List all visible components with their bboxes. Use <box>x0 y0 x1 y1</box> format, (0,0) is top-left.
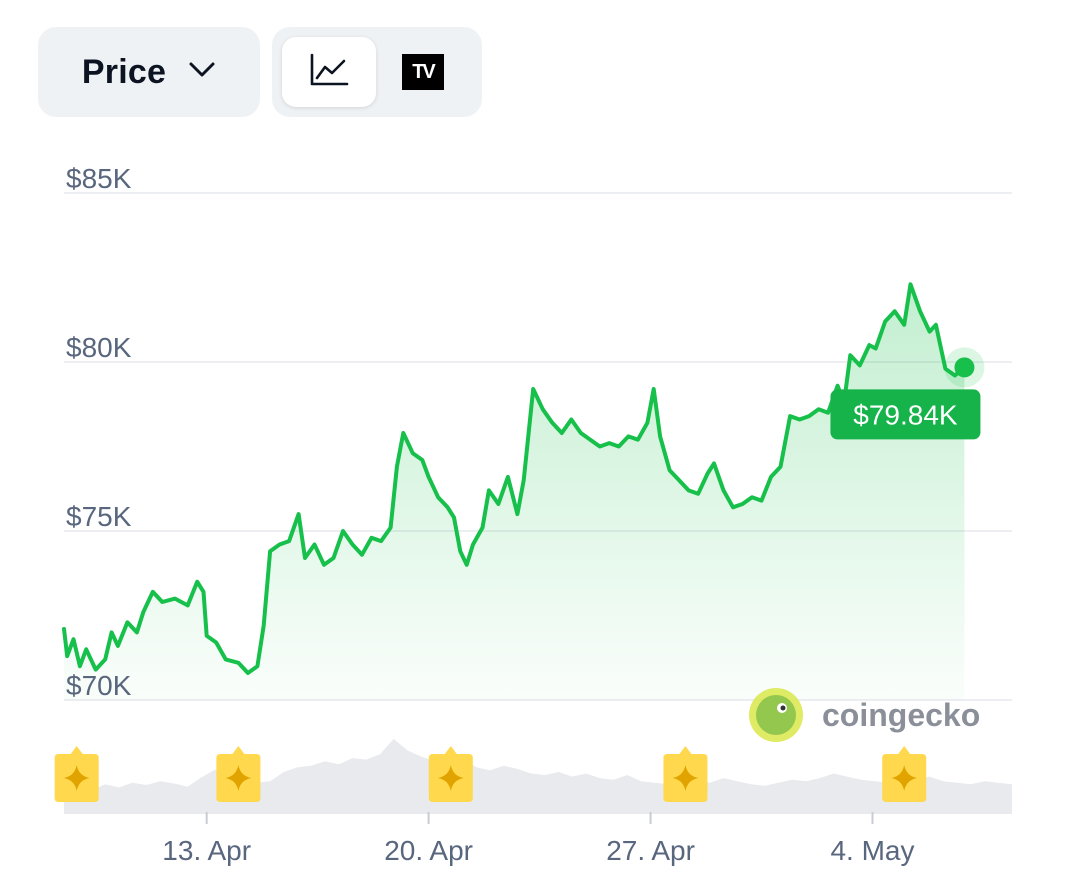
x-tick-label: 27. Apr <box>606 835 695 866</box>
brand-name: coingecko <box>822 697 980 733</box>
line-chart-icon <box>309 53 349 92</box>
x-tick-label: 13. Apr <box>162 835 251 866</box>
chart-toolbar: Price TV <box>38 27 482 117</box>
line-chart-button[interactable] <box>282 37 376 107</box>
sparkle-icon <box>437 765 464 791</box>
current-point <box>954 357 975 378</box>
price-area <box>64 284 965 700</box>
current-point-halo <box>944 347 985 388</box>
chart-type-toggle: TV <box>272 27 482 117</box>
current-price-label: $79.84K <box>853 399 958 430</box>
volume-area <box>64 738 1012 812</box>
metric-dropdown[interactable]: Price <box>38 27 260 117</box>
volume-baseline <box>64 812 1012 814</box>
event-marker[interactable] <box>54 746 99 802</box>
y-tick-label: $75K <box>66 501 132 532</box>
event-marker[interactable] <box>663 746 708 802</box>
y-tick-label: $80K <box>66 332 132 363</box>
x-tick-label: 4. May <box>830 835 914 866</box>
event-marker[interactable] <box>882 746 927 802</box>
metric-dropdown-label: Price <box>81 52 167 91</box>
y-tick-label: $70K <box>66 670 132 701</box>
sparkle-icon <box>891 765 918 791</box>
event-marker[interactable] <box>428 746 473 802</box>
x-tick-label: 20. Apr <box>384 835 473 866</box>
sparkle-icon <box>63 765 90 791</box>
y-tick-label: $85K <box>66 163 132 194</box>
tradingview-button[interactable]: TV <box>388 37 458 107</box>
tradingview-icon: TV <box>402 54 444 90</box>
event-marker[interactable] <box>216 746 261 802</box>
sparkle-icon <box>225 765 252 791</box>
chevron-down-icon <box>188 61 216 84</box>
gecko-logo-icon <box>749 688 803 742</box>
price-line <box>62 282 967 675</box>
coingecko-watermark: coingecko <box>749 688 980 742</box>
sparkle-icon <box>672 765 699 791</box>
current-price-badge <box>830 389 981 440</box>
